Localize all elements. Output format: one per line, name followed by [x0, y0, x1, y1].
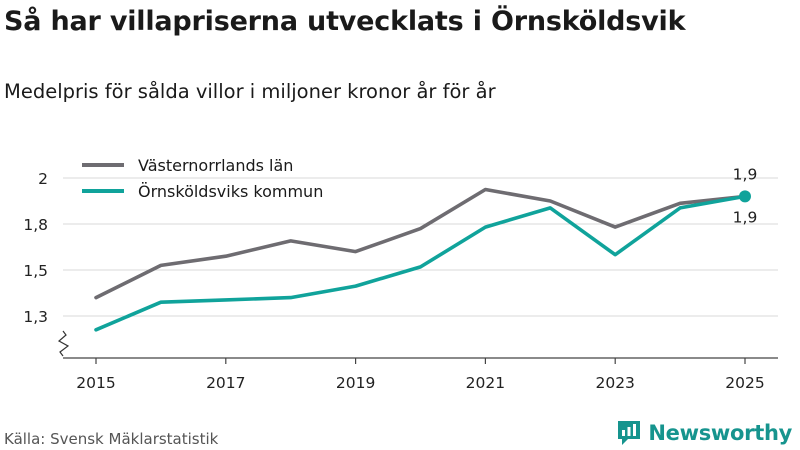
source-note: Källa: Svensk Mäklarstatistik	[4, 430, 219, 448]
legend-item-kommun: Örnsköldsviks kommun	[82, 178, 323, 204]
x-tick-label-2: 2019	[336, 374, 375, 392]
legend-label-kommun: Örnsköldsviks kommun	[138, 181, 324, 201]
y-tick-label-1: 1,5	[23, 262, 48, 280]
brand-logo: Newsworthy	[616, 419, 792, 447]
brand-name: Newsworthy	[648, 421, 792, 445]
chart-legend: Västernorrlands län Örnsköldsviks kommun	[82, 152, 323, 204]
axis-layer	[57, 330, 778, 364]
legend-label-lan: Västernorrlands län	[138, 155, 294, 175]
series-line-1	[94, 194, 747, 332]
x-tick-label-1: 2017	[206, 374, 245, 392]
legend-swatch-lan	[82, 163, 124, 167]
label-layer: 1,3 1,5 1,8 2 2015 2017 2019 2021 2023 2025 1,9 1,9	[23, 165, 764, 392]
x-tick-label-4: 2023	[595, 374, 634, 392]
newsworthy-logo-icon	[618, 421, 641, 445]
end-label-1: 1,9	[733, 208, 758, 226]
y-tick-label-0: 1,3	[23, 308, 48, 326]
axis-break-mark	[57, 330, 70, 357]
x-tick-label-5: 2025	[725, 374, 764, 392]
grid-layer	[63, 177, 778, 317]
series-line-0	[94, 187, 747, 300]
x-tick-label-3: 2021	[466, 374, 505, 392]
end-label-0: 1,9	[733, 165, 758, 183]
series-layer	[94, 187, 751, 332]
y-tick-label-3: 2	[38, 170, 48, 188]
series-end-marker	[739, 190, 751, 203]
chart-title: Så har villapriserna utvecklats i Örnskö…	[4, 6, 686, 37]
legend-item-lan: Västernorrlands län	[82, 152, 323, 178]
y-tick-label-2: 1,8	[23, 216, 48, 234]
x-tick-label-0: 2015	[76, 374, 115, 392]
legend-swatch-kommun	[82, 189, 124, 193]
chart-subtitle: Medelpris för sålda villor i miljoner kr…	[4, 80, 496, 103]
